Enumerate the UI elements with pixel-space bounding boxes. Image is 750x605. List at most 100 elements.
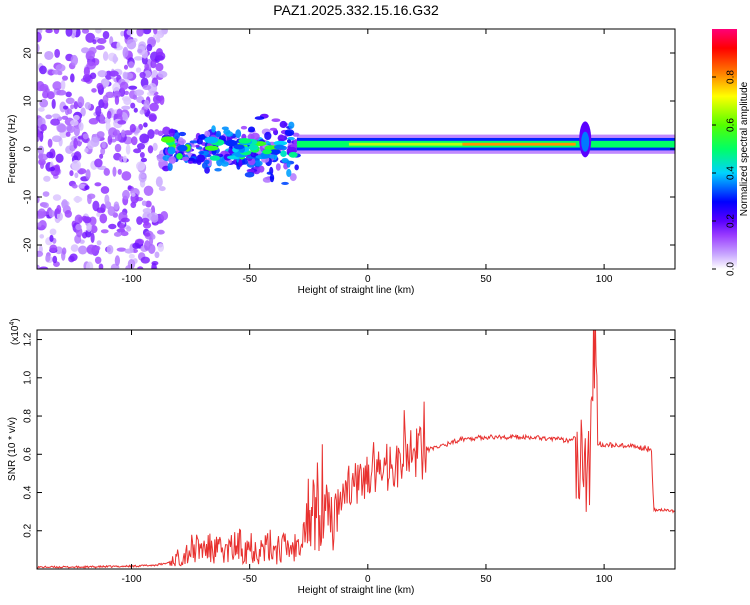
spectrogram-signal-blob <box>220 161 229 167</box>
spectrogram-noise-blob <box>125 144 131 155</box>
spectrogram-noise-blob <box>82 74 91 83</box>
spectrogram-noise-blob <box>146 43 153 52</box>
spectrogram-strong-blob <box>280 150 287 157</box>
spectrogram-noise-blob <box>145 200 152 208</box>
spectrogram-x-ticks: -100 -50 0 50 100 <box>122 29 613 285</box>
svg-text:(x104): (x104) <box>9 318 21 345</box>
spectrogram-noise-blob <box>109 70 119 77</box>
spectrogram-noise-blob <box>87 140 95 150</box>
spectrogram-noise-blob <box>140 157 148 163</box>
spectrogram-noise-blob <box>74 172 79 179</box>
spectrogram-noise-blob <box>127 185 132 190</box>
spectrogram-noise-blob <box>147 129 155 139</box>
spectrogram-strong-blob <box>248 144 259 151</box>
snr-x-tick-label: 50 <box>480 574 492 585</box>
spectrogram-noise-blob <box>91 88 97 93</box>
spectrogram-signal-blob <box>168 156 177 164</box>
spectrogram-noise-blob <box>65 97 75 105</box>
spectrogram-signal-blob <box>182 156 190 162</box>
spectrogram-signal-blob <box>269 127 278 131</box>
spectrogram-noise-blob <box>101 141 106 149</box>
spectrogram-noise-blob <box>112 82 122 93</box>
spectrogram-noise-blob <box>96 131 105 139</box>
spectrogram-signal-blob <box>211 125 216 133</box>
spectrogram-signal-blob <box>168 128 176 137</box>
spectrogram-noise-blob <box>92 39 97 45</box>
spectrogram-noise-blob <box>141 217 150 224</box>
spectrogram-noise-blob <box>73 137 78 149</box>
spectrogram-noise-blob <box>66 125 75 133</box>
spectrogram-noise-blob <box>87 194 92 205</box>
spectrogram-noise-blob <box>133 148 142 154</box>
spectrogram-noise-blob <box>70 104 75 110</box>
spectrogram-noise-blob <box>38 107 45 112</box>
spectrogram-signal-blob <box>240 125 248 130</box>
spectrogram-noise-blob <box>39 234 45 239</box>
spectrogram-noise-blob <box>94 245 101 251</box>
spectrogram-noise-blob <box>131 192 136 197</box>
spectrogram-noise-blob <box>42 191 50 197</box>
spectrogram-noise-blob <box>49 228 57 236</box>
spectrogram-noise-blob <box>128 85 138 90</box>
spectrogram-noise-blob <box>120 231 129 237</box>
spectrogram-strong-blob <box>204 145 219 151</box>
spectrogram-noise-blob <box>69 170 74 177</box>
spectrogram-signal-blob <box>253 160 263 167</box>
spectrogram-signal-blob <box>242 158 248 165</box>
spectrogram-noise-blob <box>56 89 67 96</box>
spectrogram-signal-blob <box>235 129 242 139</box>
spectrogram-signal-blob <box>268 154 278 159</box>
spectrogram-noise-blob <box>119 81 129 90</box>
spectrogram-noise-blob <box>97 70 107 78</box>
spectrogram-noise-blob <box>70 119 79 126</box>
spectrogram-signal-blob <box>279 120 288 128</box>
colorbar-tick-label: 0.2 <box>726 214 737 228</box>
spectrogram-signal-blob <box>254 116 265 120</box>
spectrogram-noise-blob <box>61 115 69 120</box>
spectrogram-strong-blob <box>238 138 251 144</box>
spectrogram-noise-blob <box>96 240 102 246</box>
spectrogram-noise-blob <box>52 194 62 201</box>
spectrogram-noise-blob <box>126 39 137 50</box>
snr-scale-close: ) <box>10 318 21 321</box>
snr-y-label: SNR (10 * v/v) <box>7 417 18 481</box>
spectrogram-noise-blob <box>142 207 152 214</box>
spectrogram-noise-blob <box>148 39 156 45</box>
spectrogram-noise-blob <box>114 143 122 153</box>
spectrogram-noise-blob <box>61 247 67 255</box>
spectrogram-noise-blob <box>156 154 166 163</box>
chart-title: PAZ1.2025.332.15.16.G32 <box>273 2 439 18</box>
spectrogram-noise-blob <box>39 266 49 269</box>
spectrogram-signal-blob <box>281 181 289 185</box>
spectrogram-noise-blob <box>94 256 102 265</box>
spectrogram-noise-blob <box>50 118 61 126</box>
spectrogram-noise-blob <box>49 244 58 253</box>
colorbar-tick-label: 0.8 <box>726 70 737 84</box>
spectrogram-signal-blob <box>288 121 295 129</box>
snr-background <box>37 330 675 569</box>
spectrogram-noise-blob <box>56 212 63 221</box>
spectrogram-noise-blob <box>148 113 157 122</box>
spectrogram-noise-blob <box>73 126 80 137</box>
spectrogram-noise-blob <box>95 45 105 51</box>
spectrogram-noise-blob <box>112 53 118 64</box>
spectrogram-noise-blob <box>90 232 95 244</box>
spectrogram-noise-blob <box>45 114 53 120</box>
spectrogram-noise-blob <box>45 29 53 34</box>
spectrogram-noise-blob <box>120 129 126 138</box>
spectrogram-signal-blob <box>286 168 292 178</box>
spectrogram-x-tick-label: -50 <box>242 274 257 285</box>
spectrogram-noise-blob <box>65 131 71 137</box>
spectrogram-signal-blob <box>214 168 222 172</box>
spectrogram-noise-blob <box>100 229 109 234</box>
spectrogram-noise-blob <box>105 91 115 99</box>
spectrogram-noise-blob <box>99 213 108 224</box>
spectrogram-noise-blob <box>154 251 160 259</box>
spectrogram-noise-blob <box>122 46 129 58</box>
spectrogram-signal-blob <box>284 129 295 137</box>
spectrogram-strong-blob <box>273 144 285 150</box>
spectrogram-noise-blob <box>37 195 40 204</box>
spectrogram-marks <box>37 29 675 269</box>
spectrogram-noise-blob <box>148 244 156 254</box>
